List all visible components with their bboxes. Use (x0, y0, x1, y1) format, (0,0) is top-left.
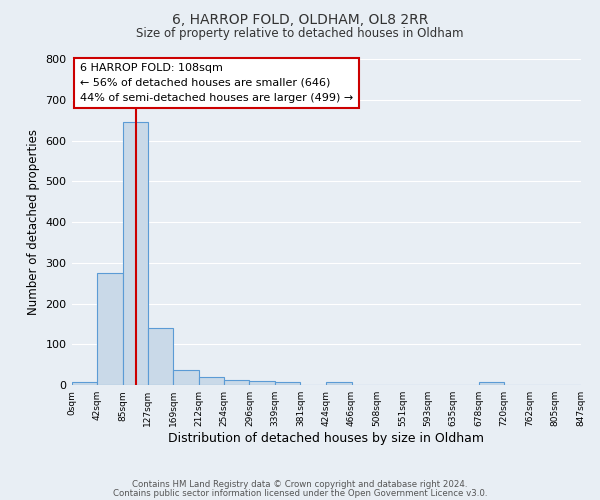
Text: Contains HM Land Registry data © Crown copyright and database right 2024.: Contains HM Land Registry data © Crown c… (132, 480, 468, 489)
Bar (173, 370, 199, 385)
Text: 6, HARROP FOLD, OLDHAM, OL8 2RR: 6, HARROP FOLD, OLDHAM, OL8 2RR (172, 12, 428, 26)
Text: 6 HARROP FOLD: 108sqm
← 56% of detached houses are smaller (646)
44% of semi-det: 6 HARROP FOLD: 108sqm ← 56% of detached … (80, 63, 353, 102)
Bar (250, 381, 275, 385)
X-axis label: Distribution of detached houses by size in Oldham: Distribution of detached houses by size … (168, 432, 484, 445)
Bar (122, 122, 148, 385)
Bar (71, 382, 97, 385)
Bar (224, 380, 250, 385)
Y-axis label: Number of detached properties: Number of detached properties (27, 129, 40, 315)
Text: Contains public sector information licensed under the Open Government Licence v3: Contains public sector information licen… (113, 488, 487, 498)
Bar (199, 377, 224, 385)
Bar (479, 382, 504, 385)
Bar (326, 382, 352, 385)
Text: Size of property relative to detached houses in Oldham: Size of property relative to detached ho… (136, 28, 464, 40)
Bar (148, 328, 173, 385)
Bar (97, 273, 122, 385)
Bar (275, 382, 301, 385)
